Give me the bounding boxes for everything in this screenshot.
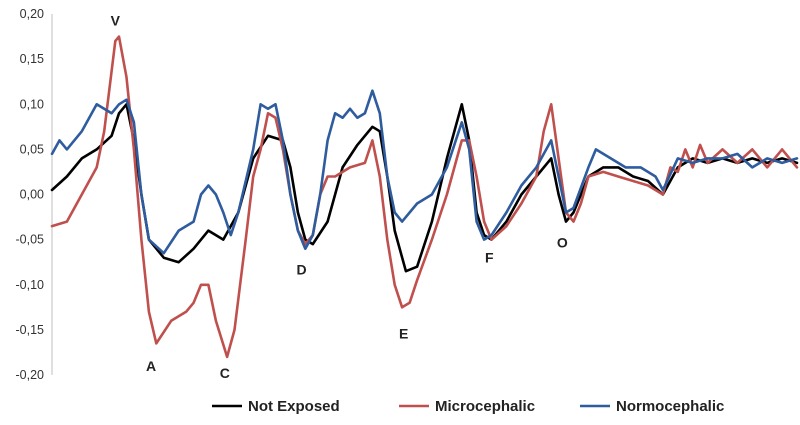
peak-label-d: D [297, 261, 307, 277]
legend-label-normocephalic: Normocephalic [616, 398, 724, 415]
y-tick-label: -0,20 [16, 368, 45, 382]
y-tick-label: -0,05 [16, 233, 45, 247]
y-tick-label: -0,15 [16, 323, 45, 337]
series-line-normocephalic [50, 89, 799, 255]
y-tick-labels: 0,20 0,15 0,10 0,05 0,00 -0,05 -0,10 -0,15 -0,20 [16, 7, 45, 382]
legend: Not Exposed Microcephalic Normocephalic [212, 398, 724, 415]
y-tick-label: 0,05 [20, 142, 44, 156]
series-lines [50, 35, 799, 359]
y-tick-label: 0,15 [20, 52, 44, 66]
peak-label-e: E [399, 325, 408, 341]
legend-label-microcephalic: Microcephalic [435, 398, 535, 415]
peak-label-c: C [220, 365, 230, 381]
peak-labels: V A C D E F O [111, 12, 568, 381]
peak-label-a: A [146, 358, 156, 374]
series-line-not-exposed [50, 103, 799, 273]
peak-label-f: F [485, 250, 494, 266]
peak-label-v: V [111, 12, 121, 28]
y-tick-label: -0,10 [16, 278, 45, 292]
y-tick-label: 0,10 [20, 97, 44, 111]
y-tick-label: 0,00 [20, 188, 44, 202]
y-tick-label: 0,20 [20, 7, 44, 21]
peak-label-o: O [557, 234, 568, 250]
legend-label-not-exposed: Not Exposed [248, 398, 340, 415]
series-line-microcephalic [50, 35, 799, 359]
